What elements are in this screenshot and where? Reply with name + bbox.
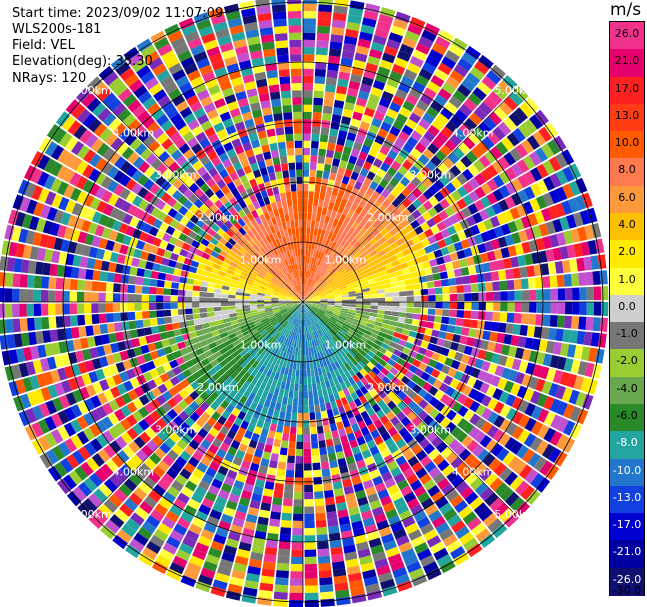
colorbar-tick-label: 0.0 bbox=[618, 299, 636, 313]
colorbar-tick-label: -8.0 bbox=[616, 436, 638, 450]
colorbar-segment bbox=[610, 349, 644, 378]
range-ring-label: 5.00km bbox=[494, 84, 536, 97]
colorbar-segment bbox=[610, 404, 644, 432]
colorbar-tick-label: -13.0 bbox=[612, 490, 642, 504]
colorbar-tick-label: -1.0 bbox=[616, 327, 638, 341]
colorbar-tick-label: 17.0 bbox=[614, 81, 640, 95]
start-time-text: Start time: 2023/09/02 11:07:09 bbox=[12, 6, 224, 21]
range-ring-label: 4.00km bbox=[452, 126, 494, 139]
colorbar-segment bbox=[610, 267, 644, 296]
diagonal-line bbox=[90, 89, 516, 515]
range-ring-label: 5.00km bbox=[70, 84, 112, 97]
colorbar-segment bbox=[610, 513, 644, 542]
colorbar-segment bbox=[610, 540, 644, 569]
colorbar-segment bbox=[610, 158, 644, 187]
colorbar-segment bbox=[610, 103, 644, 132]
range-ring-label: 1.00km bbox=[240, 254, 282, 267]
elevation-text: Elevation(deg): 35.30 bbox=[12, 54, 153, 69]
range-ring-label: 3.00km bbox=[409, 423, 451, 436]
colorbar-segment bbox=[610, 485, 644, 514]
range-ring-label: 1.00km bbox=[325, 254, 367, 267]
instrument-text: WLS200s-181 bbox=[12, 22, 102, 37]
range-ring-label: 1.00km bbox=[325, 338, 367, 351]
colorbar-segment bbox=[610, 431, 644, 460]
colorbar-segment bbox=[610, 240, 644, 269]
colorbar-tick-label: -10.0 bbox=[612, 463, 642, 477]
colorbar-tick-label: -6.0 bbox=[616, 409, 638, 422]
range-ring-label: 4.00km bbox=[113, 126, 155, 139]
colorbar-tick-label: 4.0 bbox=[618, 218, 636, 231]
colorbar-tick-label: -4.0 bbox=[616, 381, 638, 395]
colorbar-segment bbox=[610, 185, 644, 214]
range-ring-label: 5.00km bbox=[494, 508, 536, 521]
range-ring-label: 4.00km bbox=[113, 466, 155, 479]
range-ring-label: 2.00km bbox=[197, 211, 239, 224]
colorbar-segment bbox=[610, 294, 644, 323]
colorbar-tick-label: 26.0 bbox=[614, 27, 640, 40]
range-ring-label: 2.00km bbox=[197, 381, 239, 394]
range-ring-label: 3.00km bbox=[155, 423, 197, 436]
colorbar-segment bbox=[610, 458, 644, 487]
colorbar: 26.0 21.0 17.0 13.0 10.0 8.0 6.0 4.0 2.0 1.0 0.0 -1… bbox=[609, 21, 645, 597]
colorbar-tick-label: -30.0 bbox=[612, 584, 642, 597]
colorbar-segment bbox=[610, 131, 644, 160]
colorbar-segment bbox=[610, 213, 644, 241]
colorbar-tick-label: 13.0 bbox=[614, 108, 640, 122]
colorbar-segment bbox=[610, 376, 644, 405]
colorbar-tick-label: -2.0 bbox=[616, 354, 638, 368]
colorbar-segment bbox=[610, 49, 644, 78]
colorbar-tick-label: 1.0 bbox=[618, 272, 636, 286]
colorbar-tick-label: 2.0 bbox=[618, 245, 636, 259]
colorbar-tick-label: 6.0 bbox=[618, 190, 636, 204]
colorbar-segment bbox=[610, 76, 644, 105]
colorbar-segment bbox=[610, 322, 644, 351]
colorbar-tick-label: 10.0 bbox=[614, 136, 640, 150]
colorbar-segment bbox=[610, 22, 644, 50]
field-text: Field: VEL bbox=[12, 38, 75, 53]
range-ring-label: 2.00km bbox=[367, 381, 409, 394]
nrays-text: NRays: 120 bbox=[12, 71, 87, 86]
colorbar-unit: m/s bbox=[610, 0, 642, 20]
colorbar-tick-label: -26.0 bbox=[612, 572, 642, 586]
colorbar-tick-label: -21.0 bbox=[612, 545, 642, 559]
range-ring-label: 3.00km bbox=[409, 169, 451, 182]
range-ring-label: 5.00km bbox=[70, 508, 112, 521]
range-ring-label: 1.00km bbox=[240, 338, 282, 351]
colorbar-tick-label: 8.0 bbox=[618, 163, 636, 177]
colorbar-tick-label: -17.0 bbox=[612, 518, 642, 532]
colorbar-segment bbox=[610, 567, 644, 596]
range-ring-label: 4.00km bbox=[452, 466, 494, 479]
range-ring-label: 2.00km bbox=[367, 211, 409, 224]
range-ring-label: 3.00km bbox=[155, 169, 197, 182]
colorbar-tick-label: 21.0 bbox=[614, 54, 640, 68]
